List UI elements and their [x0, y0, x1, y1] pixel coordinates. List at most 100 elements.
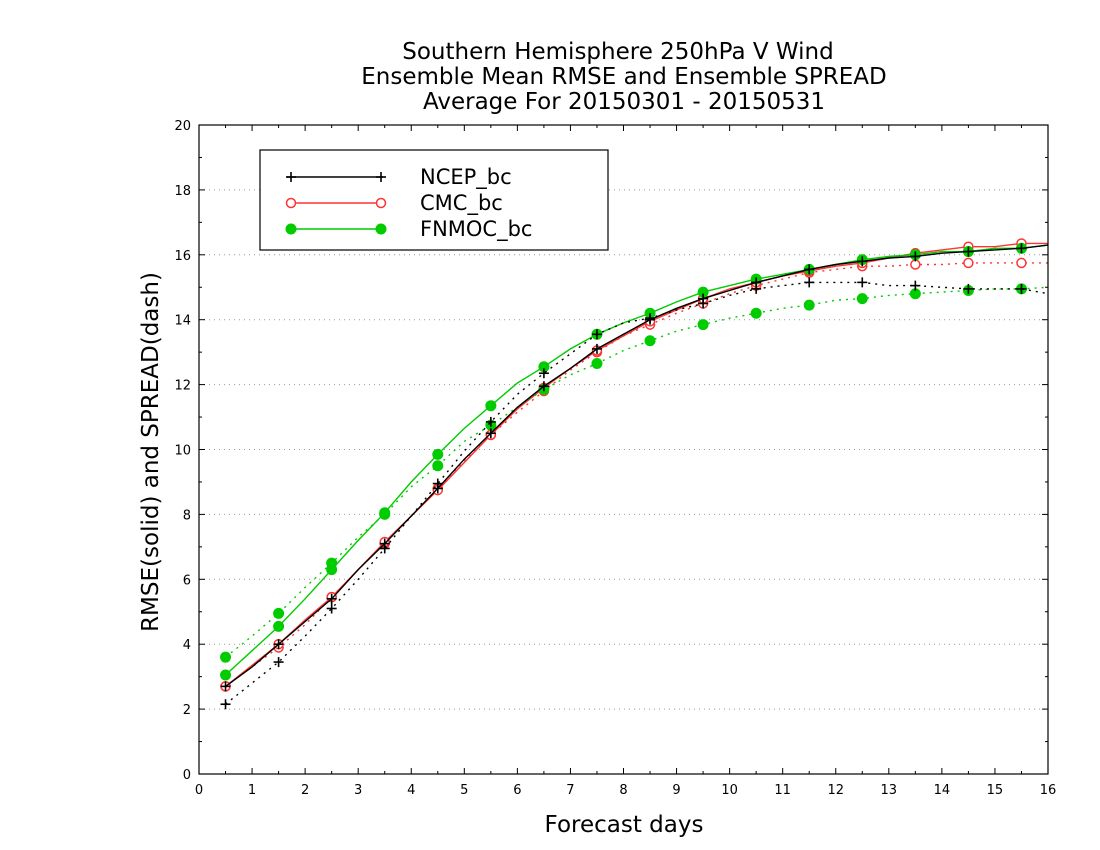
title-line-3: Average For 20150301 - 20150531 [423, 89, 825, 115]
legend-entry-fnmoc-bc: FNMOC_bc [285, 217, 532, 242]
series-cmc-bc-rmse-markers [220, 238, 1027, 692]
data-point-ncep-bc-spread [538, 368, 549, 379]
data-point-ncep-bc-spread [857, 277, 868, 288]
data-point-ncep-bc-spread [326, 603, 337, 614]
x-tick-label-13: 13 [881, 783, 898, 798]
legend-label-ncep-bc: NCEP_bc [420, 165, 512, 190]
x-tick-label-0: 0 [195, 783, 203, 798]
grid [199, 189, 1048, 710]
series-fnmoc-bc-rmse-markers [220, 242, 1027, 681]
series-ncep-bc-spread-markers [220, 277, 1027, 710]
legend-marker-fnmoc-bc [285, 223, 297, 235]
y-tick-label-10: 10 [174, 444, 191, 459]
data-point-fnmoc-bc-rmse [326, 564, 338, 576]
data-point-ncep-bc-rmse [273, 639, 284, 650]
legend-box [259, 149, 609, 251]
series-fnmoc-bc-rmse-line [225, 244, 1049, 676]
data-point-ncep-bc-rmse [326, 593, 337, 604]
title-line-1: Southern Hemisphere 250hPa V Wind [402, 39, 833, 65]
data-point-ncep-bc-rmse [379, 538, 390, 549]
x-tick-label-1: 1 [248, 783, 256, 798]
data-point-fnmoc-bc-spread [432, 460, 444, 472]
series-cmc-bc-rmse-line [225, 242, 1048, 687]
data-point-fnmoc-bc-spread [273, 607, 285, 619]
y-tick-label-12: 12 [174, 379, 191, 394]
x-tick-label-14: 14 [934, 783, 951, 798]
y-tick-label-14: 14 [174, 314, 191, 329]
x-tick-label-11: 11 [774, 783, 791, 798]
x-tick-label-7: 7 [566, 783, 574, 798]
series-fnmoc-bc-spread-line [225, 286, 1049, 658]
y-tick-label-2: 2 [183, 703, 191, 718]
x-tick-label-4: 4 [407, 783, 415, 798]
chart-title: Southern Hemisphere 250hPa V Wind Ensemb… [361, 39, 886, 115]
data-point-ncep-bc-rmse [591, 343, 602, 354]
data-point-cmc-bc-spread [1016, 257, 1027, 269]
series-ncep-bc-spread-line [225, 281, 1049, 705]
y-tick-label-0: 0 [183, 768, 191, 783]
data-point-fnmoc-bc-rmse [485, 400, 497, 412]
data-point-ncep-bc-rmse [751, 277, 762, 288]
data-point-ncep-bc-rmse [645, 314, 656, 325]
data-point-fnmoc-bc-spread [856, 293, 868, 305]
data-point-cmc-bc-spread [963, 257, 974, 269]
data-point-ncep-bc-rmse [485, 428, 496, 439]
y-tick-label-6: 6 [183, 573, 191, 588]
y-tick-label-16: 16 [174, 249, 191, 264]
data-point-fnmoc-bc-spread [750, 307, 762, 319]
legend-marker-cmc-bc [285, 197, 297, 209]
data-point-fnmoc-bc-rmse [220, 669, 232, 681]
data-point-ncep-bc-rmse [220, 681, 231, 692]
series-ncep-bc-rmse-line [225, 244, 1049, 687]
x-tick-label-16: 16 [1040, 783, 1057, 798]
data-point-ncep-bc-rmse [910, 251, 921, 262]
x-tick-label-6: 6 [513, 783, 521, 798]
x-tick-label-5: 5 [460, 783, 468, 798]
data-point-ncep-bc-rmse [857, 256, 868, 267]
x-tick-label-10: 10 [721, 783, 738, 798]
legend-label-cmc-bc: CMC_bc [420, 191, 503, 216]
y-axis: 0 2 4 6 8 10 12 14 16 18 20 [174, 119, 1048, 783]
x-tick-label-15: 15 [987, 783, 1004, 798]
data-point-ncep-bc-rmse [698, 293, 709, 304]
legend-marker-ncep-bc [286, 172, 296, 182]
legend-entry-ncep-bc: NCEP_bc [286, 165, 512, 190]
data-point-ncep-bc-rmse [963, 246, 974, 257]
data-point-ncep-bc-rmse [804, 264, 815, 275]
data-point-ncep-bc-spread [910, 280, 921, 291]
data-point-ncep-bc-spread [273, 657, 284, 668]
data-point-fnmoc-bc-rmse [432, 448, 444, 460]
x-tick-label-9: 9 [672, 783, 680, 798]
x-tick-label-8: 8 [619, 783, 627, 798]
data-point-ncep-bc-spread [1016, 283, 1027, 294]
data-point-fnmoc-bc-spread [697, 319, 709, 331]
x-tick-label-12: 12 [827, 783, 844, 798]
data-point-ncep-bc-spread [220, 699, 231, 710]
data-point-ncep-bc-spread [485, 416, 496, 427]
data-point-ncep-bc-spread [963, 283, 974, 294]
legend-label-fnmoc-bc: FNMOC_bc [420, 217, 532, 242]
data-point-fnmoc-bc-spread [803, 299, 815, 311]
data-point-ncep-bc-spread [591, 329, 602, 340]
data-point-fnmoc-bc-rmse [273, 620, 285, 632]
data-point-ncep-bc-spread [804, 277, 815, 288]
series-fnmoc-bc-spread-markers [220, 283, 1027, 663]
legend-marker-cmc-bc [375, 197, 387, 209]
x-axis: 0 1 2 3 4 5 6 7 8 9 10 11 12 13 14 15 16 [195, 125, 1056, 798]
legend-entry-cmc-bc: CMC_bc [285, 191, 503, 216]
y-tick-label-20: 20 [174, 119, 191, 134]
data-point-fnmoc-bc-spread [644, 335, 656, 347]
data-point-fnmoc-bc-rmse [379, 507, 391, 519]
series-layer [220, 238, 1049, 710]
data-point-fnmoc-bc-spread [591, 358, 603, 370]
y-tick-label-8: 8 [183, 508, 191, 523]
y-tick-label-4: 4 [183, 638, 191, 653]
x-axis-label: Forecast days [545, 812, 704, 838]
series-ncep-bc-rmse-markers [220, 243, 1027, 692]
data-point-ncep-bc-rmse [432, 483, 443, 494]
x-tick-label-3: 3 [354, 783, 362, 798]
data-point-ncep-bc-rmse [538, 381, 549, 392]
title-line-2: Ensemble Mean RMSE and Ensemble SPREAD [361, 64, 886, 90]
x-tick-label-2: 2 [301, 783, 309, 798]
